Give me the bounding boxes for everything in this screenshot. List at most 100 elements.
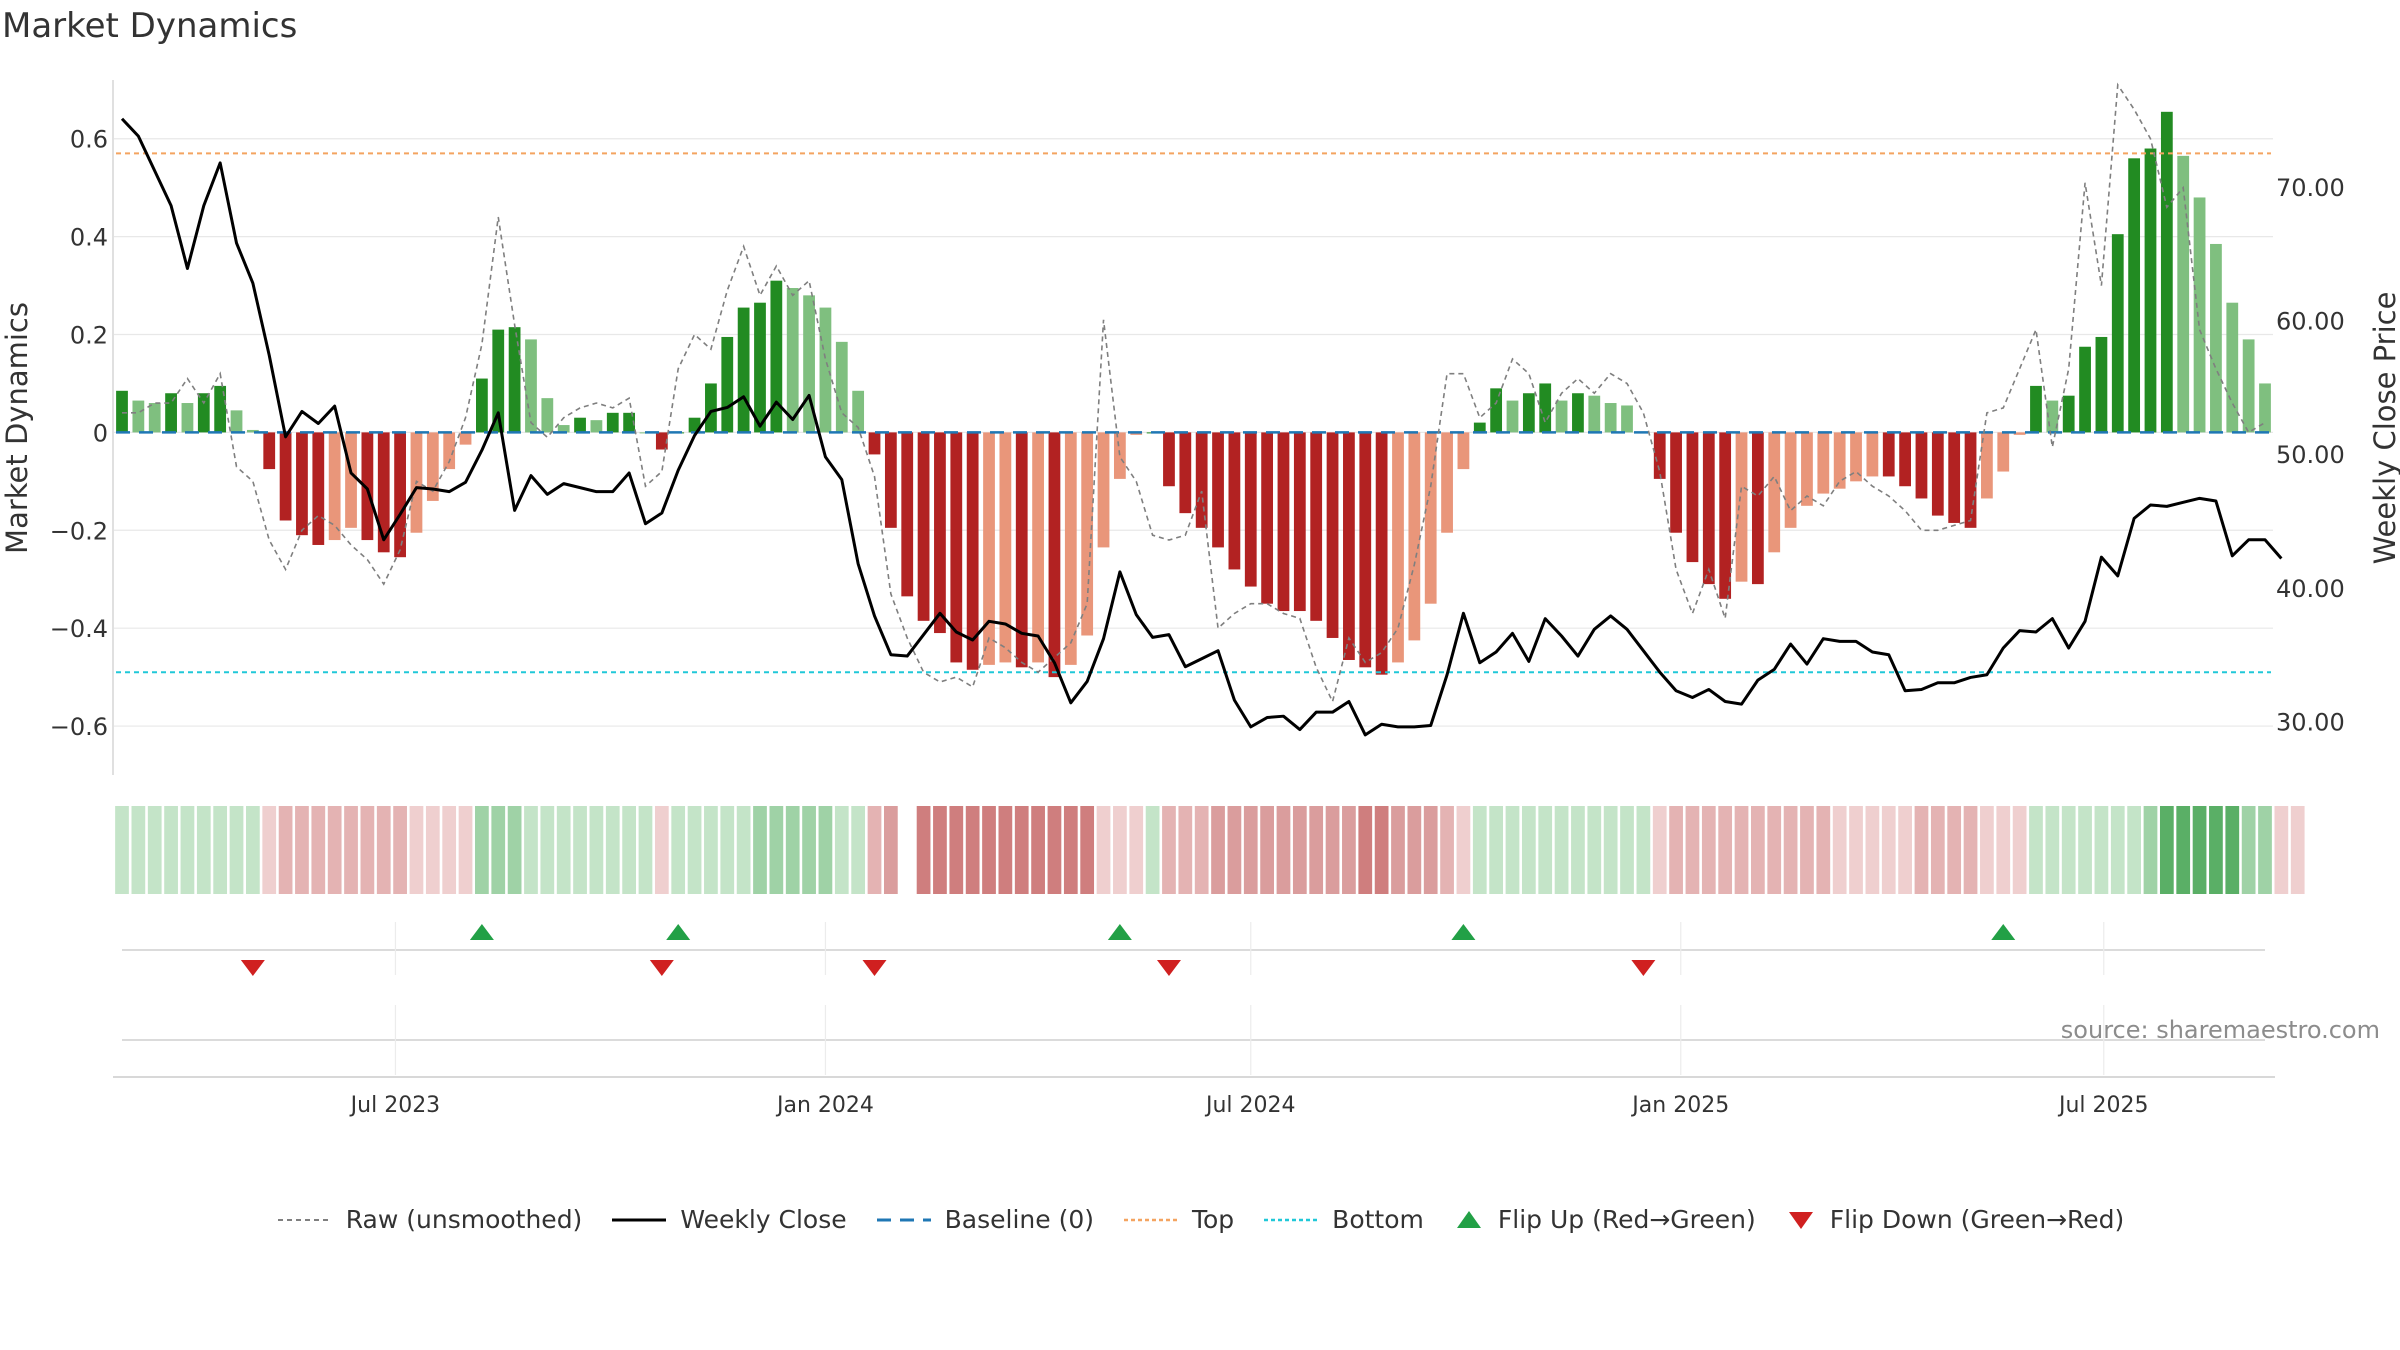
dynamics-bar (1588, 395, 1601, 433)
dotted-cyan-line-icon (1264, 1218, 1319, 1221)
dynamics-bar (1473, 422, 1486, 433)
regime-cell (213, 806, 228, 894)
dynamics-bar (852, 390, 865, 433)
dynamics-bar (590, 420, 603, 433)
flip-up-marker (1991, 924, 2016, 940)
dynamics-bar (312, 432, 325, 545)
regime-cell (949, 806, 964, 894)
regime-cell (1783, 806, 1798, 894)
regime-strip (115, 806, 2305, 894)
regime-cell (1947, 806, 1962, 894)
dynamics-bar (279, 432, 292, 521)
regime-cell (1080, 806, 1095, 894)
dynamics-bar (1392, 432, 1404, 663)
regime-cell (1162, 806, 1176, 894)
dynamics-bar (737, 307, 750, 433)
regime-cell (851, 806, 866, 894)
dynamics-bar (1735, 432, 1748, 582)
dynamics-bar (1457, 432, 1470, 470)
dynamics-bar (950, 432, 963, 663)
dynamics-bar (655, 432, 668, 450)
dynamics-bar (803, 295, 815, 433)
regime-cell (654, 806, 669, 894)
regime-cell (1342, 806, 1356, 894)
dynamics-bar (296, 432, 308, 536)
dynamics-bar (377, 432, 390, 553)
dynamics-bar (1931, 432, 1944, 516)
legend-item-flip-down: Flip Down (Green→Red) (1784, 1205, 2124, 1234)
dynamics-bar (557, 425, 570, 433)
dynamics-bar (361, 432, 374, 541)
regime-cell (883, 806, 898, 894)
regime-cell (1063, 806, 1078, 894)
dynamics-bar (868, 432, 881, 455)
dynamics-bar (476, 378, 488, 433)
regime-cell (933, 806, 947, 894)
y-axis-title-right: Weekly Close Price (2368, 292, 2400, 565)
regime-cell (1276, 806, 1291, 894)
regime-cell (2094, 806, 2109, 894)
red-down-triangle-icon (1788, 1211, 1813, 1229)
regime-cell (982, 806, 996, 894)
regime-cell (164, 806, 178, 894)
dynamics-bar (508, 327, 521, 433)
dynamics-bar (2259, 383, 2271, 433)
regime-cell (2290, 806, 2305, 894)
dynamics-bar (394, 432, 406, 558)
dynamics-bar (1032, 432, 1044, 663)
dynamics-bar (606, 412, 619, 433)
left-tick-label: 0.4 (70, 224, 108, 252)
dynamics-bar (246, 429, 259, 433)
dynamics-bar (1326, 432, 1339, 638)
regime-cell (802, 806, 816, 894)
regime-cell (1129, 806, 1144, 894)
regime-cell (295, 806, 309, 894)
regime-cell (1734, 806, 1749, 894)
right-tick-label: 70.00 (2276, 174, 2345, 202)
dynamics-bar (1081, 432, 1094, 636)
x-tick-label: Jan 2024 (775, 1093, 874, 1118)
right-tick-label: 60.00 (2276, 308, 2345, 336)
dynamics-bar (574, 417, 586, 433)
regime-cell (720, 806, 735, 894)
dynamics-bar (1899, 432, 1911, 487)
dynamics-bar (1097, 432, 1110, 548)
left-tick-label: −0.4 (50, 615, 108, 643)
dynamics-bar (2226, 302, 2239, 433)
right-tick-label: 30.00 (2276, 709, 2345, 737)
dynamics-bar (230, 410, 243, 433)
regime-cell (1391, 806, 1405, 894)
dynamics-bar (459, 432, 472, 445)
regime-cell (867, 806, 882, 894)
regime-cell (278, 806, 293, 894)
legend-item-top: Top (1122, 1205, 1234, 1234)
legend-item-raw: Raw (unsmoothed) (276, 1205, 583, 1234)
dynamics-bar (1506, 400, 1519, 433)
regime-cell (573, 806, 587, 894)
legend-label: Raw (unsmoothed) (345, 1205, 583, 1234)
regime-cell (1309, 806, 1324, 894)
regime-cell (245, 806, 260, 894)
flip-up-marker (666, 924, 691, 940)
dynamics-bar (328, 432, 341, 541)
dynamics-bar (688, 417, 701, 433)
left-tick-label: 0.2 (70, 322, 108, 350)
dynamics-bar (1719, 432, 1732, 599)
dynamics-bar (819, 307, 832, 433)
regime-cell (1620, 806, 1634, 894)
dynamics-bar (263, 432, 276, 470)
regime-cell (1849, 806, 1863, 894)
legend-label: Flip Up (Red→Green) (1497, 1205, 1756, 1234)
regime-cell (2176, 806, 2191, 894)
green-up-triangle-icon (1456, 1210, 1481, 1228)
dynamics-bar (116, 390, 128, 433)
dynamics-bar (1359, 432, 1372, 668)
regime-cell (736, 806, 751, 894)
dynamics-bar (1310, 432, 1323, 621)
dynamics-bars (116, 111, 2271, 678)
regime-cell (1963, 806, 1978, 894)
regime-cell (2241, 806, 2256, 894)
flip-up-marker (1451, 924, 1476, 940)
dynamics-bar (2144, 148, 2157, 433)
regime-cell (1652, 806, 1667, 894)
